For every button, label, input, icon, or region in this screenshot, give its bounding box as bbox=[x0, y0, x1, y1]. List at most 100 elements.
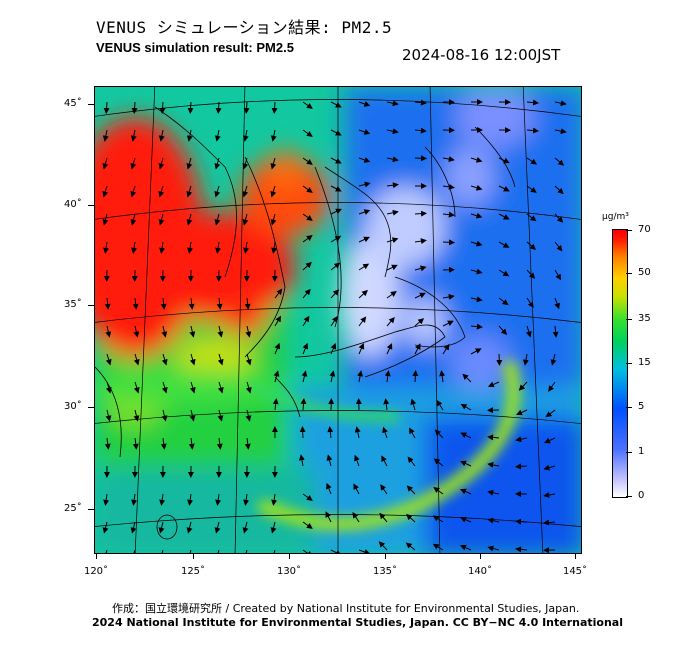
lon-label-125: 125˚ bbox=[180, 566, 206, 577]
wind-vector bbox=[214, 157, 221, 170]
wind-vector bbox=[330, 235, 342, 243]
wind-vector bbox=[358, 342, 365, 355]
wind-vector bbox=[330, 549, 342, 553]
wind-vector bbox=[381, 455, 388, 467]
wind-vector bbox=[516, 409, 528, 416]
wind-vector bbox=[379, 512, 388, 523]
wind-vector bbox=[414, 210, 427, 217]
lon-label-120: 120˚ bbox=[83, 566, 109, 577]
wind-vector bbox=[526, 241, 536, 250]
wind-vector bbox=[526, 213, 537, 222]
wind-vector bbox=[214, 129, 221, 142]
wind-vector bbox=[301, 370, 308, 383]
wind-vector bbox=[161, 325, 168, 338]
wind-vector bbox=[434, 429, 444, 439]
wind-vector bbox=[189, 381, 196, 394]
lat-label-35: 35˚ bbox=[64, 299, 82, 310]
lat-tick bbox=[88, 407, 94, 408]
wind-vector bbox=[187, 493, 194, 506]
lat-tick bbox=[88, 509, 94, 510]
wind-vector bbox=[244, 437, 251, 450]
wind-vector bbox=[470, 268, 483, 275]
wind-vector bbox=[460, 432, 472, 439]
wind-vector bbox=[188, 297, 195, 310]
wind-vector bbox=[352, 511, 360, 523]
wind-vector bbox=[386, 264, 398, 271]
wind-vector bbox=[498, 269, 510, 277]
wind-vector bbox=[243, 101, 250, 114]
wind-vector bbox=[470, 156, 483, 163]
wind-vector bbox=[442, 239, 455, 246]
wind-vector bbox=[330, 342, 337, 355]
wind-vector bbox=[329, 370, 336, 383]
wind-vector bbox=[270, 157, 277, 170]
wind-vector bbox=[187, 241, 194, 254]
colorbar-tick bbox=[626, 407, 632, 408]
wind-vector bbox=[518, 381, 528, 391]
wind-vector bbox=[302, 549, 313, 553]
wind-vector bbox=[442, 183, 455, 190]
colorbar-tick bbox=[626, 496, 632, 497]
wind-vector bbox=[302, 315, 310, 327]
wind-vector bbox=[215, 493, 222, 506]
wind-vector bbox=[487, 381, 500, 388]
wind-vector bbox=[103, 241, 110, 254]
wind-vector bbox=[105, 325, 112, 338]
wind-vector bbox=[386, 209, 399, 216]
wind-vector bbox=[470, 240, 483, 247]
wind-vector bbox=[330, 129, 342, 136]
wind-vector bbox=[245, 549, 248, 553]
wind-vector bbox=[130, 129, 137, 142]
wind-vector bbox=[554, 128, 567, 135]
wind-vector bbox=[515, 546, 528, 553]
wind-vector bbox=[442, 343, 450, 355]
wind-vector bbox=[189, 409, 196, 422]
wind-vector bbox=[161, 549, 164, 553]
wind-vector bbox=[270, 521, 277, 534]
wind-vector bbox=[271, 101, 278, 114]
wind-vector bbox=[358, 236, 370, 243]
wind-vector bbox=[470, 184, 483, 191]
wind-vector bbox=[498, 241, 510, 248]
wind-vector bbox=[102, 213, 109, 226]
wind-vector bbox=[442, 294, 455, 300]
wind-vector bbox=[358, 129, 371, 135]
wind-vector bbox=[186, 521, 193, 534]
wind-vector bbox=[298, 454, 305, 467]
wind-vector bbox=[274, 288, 283, 299]
wind-vector bbox=[436, 399, 444, 411]
wind-vector bbox=[526, 99, 539, 106]
wind-vector bbox=[216, 437, 223, 450]
wind-vector bbox=[217, 381, 224, 394]
wind-vector bbox=[102, 185, 109, 198]
wind-vector bbox=[189, 353, 196, 366]
wind-vector bbox=[187, 101, 194, 114]
wind-vector bbox=[103, 101, 110, 114]
wind-vector bbox=[132, 297, 139, 310]
wind-vector bbox=[133, 325, 140, 338]
wind-vector bbox=[215, 101, 222, 114]
wind-vector bbox=[354, 454, 360, 467]
wind-vector bbox=[105, 353, 112, 366]
page-title-jp: VENUS シミュレーション結果: PM2.5 bbox=[96, 18, 393, 37]
colorbar-label-5: 5 bbox=[638, 401, 645, 412]
credit-line-2: 2024 National Institute for Environmenta… bbox=[92, 616, 624, 629]
wind-vector bbox=[406, 513, 416, 523]
wind-vector bbox=[158, 185, 165, 198]
wind-vector bbox=[160, 297, 167, 310]
wind-vector bbox=[242, 213, 249, 226]
wind-vector bbox=[358, 101, 371, 107]
wind-vector bbox=[217, 353, 224, 366]
wind-vector bbox=[186, 185, 193, 198]
wind-vector bbox=[498, 157, 510, 164]
wind-vector bbox=[386, 237, 399, 244]
wind-vector bbox=[414, 318, 425, 327]
wind-vector bbox=[326, 482, 332, 495]
wind-vector bbox=[496, 353, 503, 366]
credit-line-1: 作成：国立環境研究所 / Created by National Institu… bbox=[112, 602, 580, 615]
wind-vector bbox=[325, 511, 332, 523]
lon-tick bbox=[575, 553, 576, 559]
wind-vector bbox=[414, 155, 427, 162]
wind-vector bbox=[274, 315, 282, 327]
wind-vector bbox=[302, 342, 309, 355]
